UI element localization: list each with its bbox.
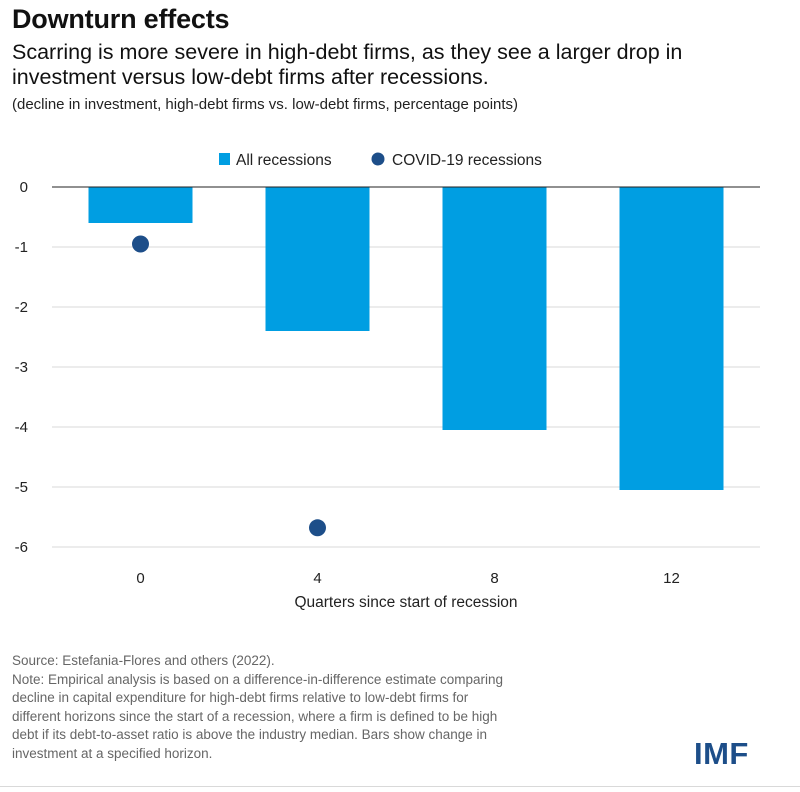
x-tick-label: 4 bbox=[313, 570, 321, 587]
note-line: Note: Empirical analysis is based on a d… bbox=[12, 671, 503, 687]
x-axis-label: Quarters since start of recession bbox=[294, 594, 517, 611]
legend-label-all-recessions: All recessions bbox=[236, 152, 332, 169]
bar-chart: 0 -1 -2 -3 -4 -5 -6 0 4 8 12 Quarters since start o… bbox=[15, 152, 760, 611]
legend-swatch-covid-recessions bbox=[371, 152, 385, 166]
legend-label-covid-recessions: COVID-19 recessions bbox=[392, 152, 542, 169]
bar-all-recessions bbox=[619, 187, 724, 490]
chart-subtitle: Scarring is more severe in high-debt fir… bbox=[12, 40, 683, 89]
bottom-divider bbox=[0, 786, 800, 787]
y-tick-label: -1 bbox=[15, 239, 28, 256]
bar-all-recessions bbox=[88, 187, 193, 223]
legend-swatch-all-recessions bbox=[219, 153, 230, 165]
y-tick-label: -3 bbox=[15, 359, 28, 376]
note-line: different horizons since the start of a … bbox=[12, 708, 498, 724]
imf-logo: IMF bbox=[694, 736, 749, 771]
x-tick-label: 0 bbox=[136, 570, 144, 587]
y-tick-label: -4 bbox=[15, 419, 28, 436]
chart-title: Downturn effects bbox=[12, 4, 230, 34]
source-note: Source: Estefania-Flores and others (202… bbox=[12, 653, 275, 668]
bar-all-recessions bbox=[265, 187, 370, 331]
bar-all-recessions bbox=[442, 187, 547, 430]
note-line: debt if its debt-to-asset ratio is above… bbox=[12, 727, 488, 742]
y-tick-label: -5 bbox=[15, 479, 28, 496]
footer-notes: Source: Estefania-Flores and others (202… bbox=[12, 652, 662, 763]
note-line: decline in capital expenditure for high-… bbox=[12, 690, 469, 705]
note-line: investment at a specified horizon. bbox=[12, 745, 213, 761]
y-tick-label: -2 bbox=[15, 299, 28, 316]
x-tick-label: 8 bbox=[490, 570, 498, 587]
dot-covid-recessions bbox=[309, 519, 326, 537]
dot-covid-recessions bbox=[132, 235, 149, 253]
chart-units-note: (decline in investment, high-debt firms … bbox=[12, 96, 519, 113]
x-tick-label: 12 bbox=[663, 570, 680, 587]
y-tick-label: 0 bbox=[20, 179, 28, 196]
y-tick-label: -6 bbox=[15, 539, 28, 556]
